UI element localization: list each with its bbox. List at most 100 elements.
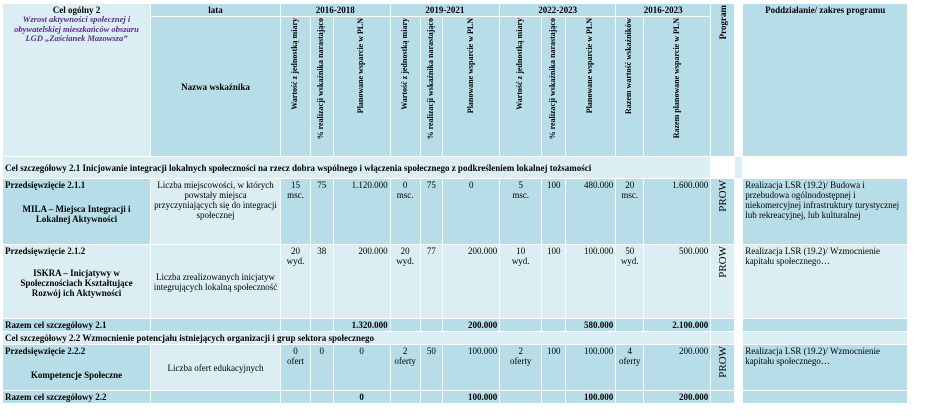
total-planned-header: Razem planowane wsparcie w PLN xyxy=(643,16,712,158)
spacer xyxy=(734,344,744,392)
total-planned-3: 580.000 xyxy=(565,318,617,333)
planned-1: 1.120.000 xyxy=(332,178,391,246)
spacer xyxy=(734,178,744,246)
period-2019-2021-header: 2019-2021 xyxy=(389,2,501,18)
value-header-2: Wartość z jednostką miary xyxy=(389,16,421,158)
value-3: 2 oferty xyxy=(499,344,543,392)
spacer xyxy=(734,2,744,158)
section-2-2-title: Cel szczegółowy 2.2 Wzmocnienie potencja… xyxy=(1,331,712,346)
blank-cell xyxy=(389,390,421,405)
blank-cell xyxy=(541,390,567,405)
table-row: Przedsięwzięcie 2.1.1 MILA – Miejsca Int… xyxy=(2,178,909,246)
blank-cell xyxy=(499,318,543,333)
total-planned-4: 200.000 xyxy=(643,390,712,405)
spacer xyxy=(734,244,744,320)
blank-cell xyxy=(710,318,736,333)
value-1: 0 ofert xyxy=(280,344,311,392)
blank-cell xyxy=(150,318,281,333)
total-planned-2: 100.000 xyxy=(442,390,501,405)
blank-cell xyxy=(280,318,311,333)
value-header-3: Wartość z jednostką miary xyxy=(499,16,543,158)
planned-header-1: Planowane wsparcie w PLN xyxy=(332,16,391,158)
blank-cell xyxy=(310,390,334,405)
blank-cell xyxy=(742,390,909,405)
total-planned: 500.000 xyxy=(643,244,712,320)
percent-1: 0 xyxy=(310,344,334,392)
total-row: Razem cel szczegółowy 2.1 1.320.000 200.… xyxy=(2,318,909,333)
planned-3: 480.000 xyxy=(565,178,617,246)
years-header: lata xyxy=(150,2,281,18)
program-cell: PROW xyxy=(710,178,736,246)
subaction-header: Poddziałanie/ zakres programu xyxy=(742,2,909,158)
total-value: 20 msc. xyxy=(615,178,645,246)
percent-2: 77 xyxy=(419,244,444,320)
undertaking-cell: Przedsięwzięcie 2.1.1 MILA – Miejsca Int… xyxy=(2,178,151,246)
goal-cell: Cel ogólny 2 Wzrost aktywności społeczne… xyxy=(2,2,151,158)
undertaking-code: Przedsięwzięcie 2.1.2 xyxy=(5,246,86,257)
blank-cell xyxy=(150,390,281,405)
blank-cell xyxy=(710,390,736,405)
blank-cell xyxy=(742,331,909,346)
undertaking-name: MILA – Miejsca Integracji i Lokalnej Akt… xyxy=(22,204,131,225)
percent-3: 100 xyxy=(541,344,567,392)
blank-cell xyxy=(615,318,645,333)
table-row: Przedsięwzięcie 2.2.2 Kompetencje Społec… xyxy=(2,344,909,392)
blank-cell xyxy=(389,318,421,333)
indicators-table: Cel ogólny 2 Wzrost aktywności społeczne… xyxy=(1,2,909,405)
section-2-1-blank xyxy=(734,156,744,180)
undertaking-code: Przedsięwzięcie 2.2.2 xyxy=(5,346,86,357)
value-2: 0 msc. xyxy=(389,178,421,246)
total-planned: 200.000 xyxy=(643,344,712,392)
blank-cell xyxy=(419,318,444,333)
undertaking-name: ISKRA – Inicjatywy w Społecznościach Ksz… xyxy=(20,268,133,299)
spacer xyxy=(734,318,744,333)
period-2022-2023-header: 2022-2023 xyxy=(499,2,617,18)
blank-cell xyxy=(419,390,444,405)
planned-2: 100.000 xyxy=(442,344,501,392)
table-row: Przedsięwzięcie 2.1.2 ISKRA – Inicjatywy… xyxy=(2,244,909,320)
blank-cell xyxy=(541,318,567,333)
spacer xyxy=(710,156,736,180)
total-planned-4: 2.100.000 xyxy=(643,318,712,333)
total-planned: 1.600.000 xyxy=(643,178,712,246)
total-planned-1: 0 xyxy=(332,390,391,405)
undertaking-cell: Przedsięwzięcie 2.1.2 ISKRA – Inicjatywy… xyxy=(2,244,151,320)
total-planned-1: 1.320.000 xyxy=(332,318,391,333)
goal-title: Cel ogólny 2 xyxy=(52,5,101,15)
percent-header-3: % realizacji wskaźnika narastająco xyxy=(541,16,567,158)
undertaking-name: Kompetencje Społeczne xyxy=(30,370,123,381)
percent-1: 75 xyxy=(310,178,334,246)
planned-1: 200.000 xyxy=(332,244,391,320)
total-label: Razem cel szczegółowy 2.2 xyxy=(2,390,151,405)
value-1: 20 wyd. xyxy=(280,244,311,320)
total-row: Razem cel szczegółowy 2.2 0 100.000 100.… xyxy=(2,390,909,405)
total-planned-3: 100.000 xyxy=(565,390,617,405)
value-2: 20 wyd. xyxy=(389,244,421,320)
value-3: 10 wyd. xyxy=(499,244,543,320)
program-header: Program xyxy=(710,2,736,158)
planned-header-2: Planowane wsparcie w PLN xyxy=(442,16,501,158)
planned-header-3: Planowane wsparcie w PLN xyxy=(565,16,617,158)
undertaking-code: Przedsięwzięcie 2.1.1 xyxy=(5,180,86,191)
program-cell: PROW xyxy=(710,344,736,392)
value-1: 15 msc. xyxy=(280,178,311,246)
indicator-name: Liczba zrealizowanych inicjatyw integruj… xyxy=(150,244,281,320)
planned-3: 100.000 xyxy=(565,344,617,392)
value-2: 2 oferty xyxy=(389,344,421,392)
blank-cell xyxy=(310,318,334,333)
subaction-cell: Realizacja LSR (19.2)/ Wzmocnienie kapit… xyxy=(742,244,909,320)
total-value-header: Razem wartość wskaźników xyxy=(615,16,645,158)
subaction-cell: Realizacja LSR (19.2)/ Budowa i przebudo… xyxy=(742,178,909,246)
planned-2: 200.000 xyxy=(442,244,501,320)
percent-header-1: % realizacji wskaźnika narastająco xyxy=(310,16,334,158)
percent-header-2: % realizacji wskaźnika narastająco xyxy=(419,16,444,158)
indicator-name-header: Nazwa wskaźnika xyxy=(150,16,281,158)
percent-1: 38 xyxy=(310,244,334,320)
subaction-cell: Realizacja LSR (19.2)/ Wzmocnienie kapit… xyxy=(742,344,909,392)
percent-3: 100 xyxy=(541,244,567,320)
blank-cell xyxy=(742,318,909,333)
total-label: Razem cel szczegółowy 2.1 xyxy=(2,318,151,333)
blank-cell xyxy=(615,390,645,405)
planned-2: 0 xyxy=(442,178,501,246)
value-header-1: Wartość z jednostką miary xyxy=(280,16,311,158)
